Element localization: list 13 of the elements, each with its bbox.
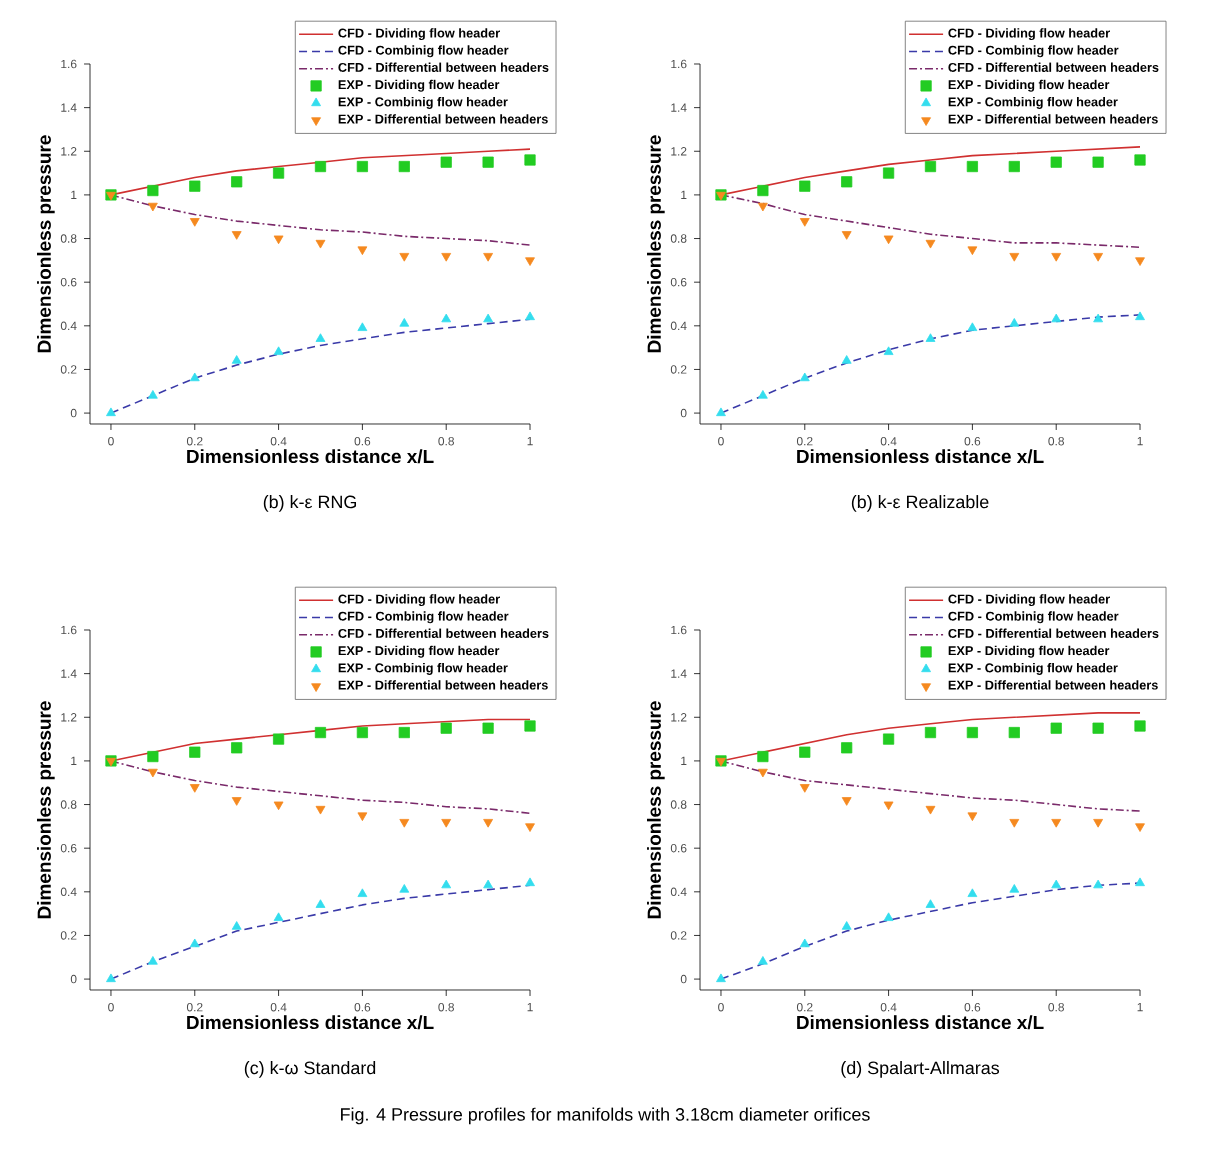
caption: Fig. 4 Pressure profiles for manifolds with 3.18cm diameter orifices xyxy=(341,1107,870,1125)
x-axis-title: Dimensionless distance x/L xyxy=(797,449,1044,464)
text: (b) k-ε RNG xyxy=(263,495,357,512)
y-axis-title: Dimensionless pressure xyxy=(647,135,665,353)
text: (c) k-ω Standard xyxy=(244,1061,376,1078)
y-axis-title: Dimensionless pressure xyxy=(647,701,665,919)
x-axis-title: Dimensionless distance x/L xyxy=(187,449,434,464)
y-axis-title: Dimensionless pressure xyxy=(37,135,55,353)
text: (b) k-ε Realizable xyxy=(851,495,989,512)
x-axis-title: Dimensionless distance x/L xyxy=(187,1015,434,1030)
x-axis-title: Dimensionless distance x/L xyxy=(797,1015,1044,1030)
text: (d) Spalart-Allmaras xyxy=(841,1061,1000,1078)
y-axis-title: Dimensionless pressure xyxy=(37,701,55,919)
